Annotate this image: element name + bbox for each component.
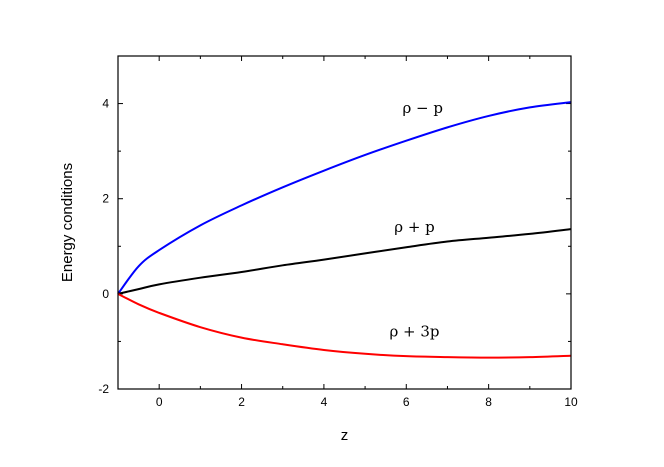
y-axis-title: Energy conditions [59, 163, 76, 282]
y-tick-label: 2 [102, 192, 109, 206]
x-tick-labels: 0 2 4 6 8 10 [156, 395, 578, 409]
x-tick-label: 6 [403, 395, 410, 409]
series-lines [117, 101, 572, 359]
series-line-0 [117, 101, 572, 295]
series-annotation-2: ρ + 3p [389, 323, 439, 341]
series-line-2 [117, 292, 572, 359]
y-tick-label: -2 [98, 382, 109, 396]
x-tick-label: 0 [156, 395, 163, 409]
x-axis-title: z [341, 427, 349, 444]
axis-ticks [118, 55, 572, 390]
y-tick-label: 0 [102, 287, 109, 301]
series-annotation-1: ρ + p [394, 218, 435, 236]
y-tick-label: 4 [102, 97, 109, 111]
x-tick-label: 4 [321, 395, 328, 409]
x-tick-label: 10 [564, 395, 578, 409]
x-tick-label: 2 [238, 395, 245, 409]
x-tick-label: 8 [485, 395, 492, 409]
series-annotations: ρ − p ρ + p ρ + 3p [389, 99, 443, 341]
y-tick-labels: -2 0 2 4 [98, 97, 109, 396]
plot-frame [117, 55, 572, 390]
series-annotation-0: ρ − p [402, 99, 443, 117]
series-line-1 [117, 228, 572, 295]
